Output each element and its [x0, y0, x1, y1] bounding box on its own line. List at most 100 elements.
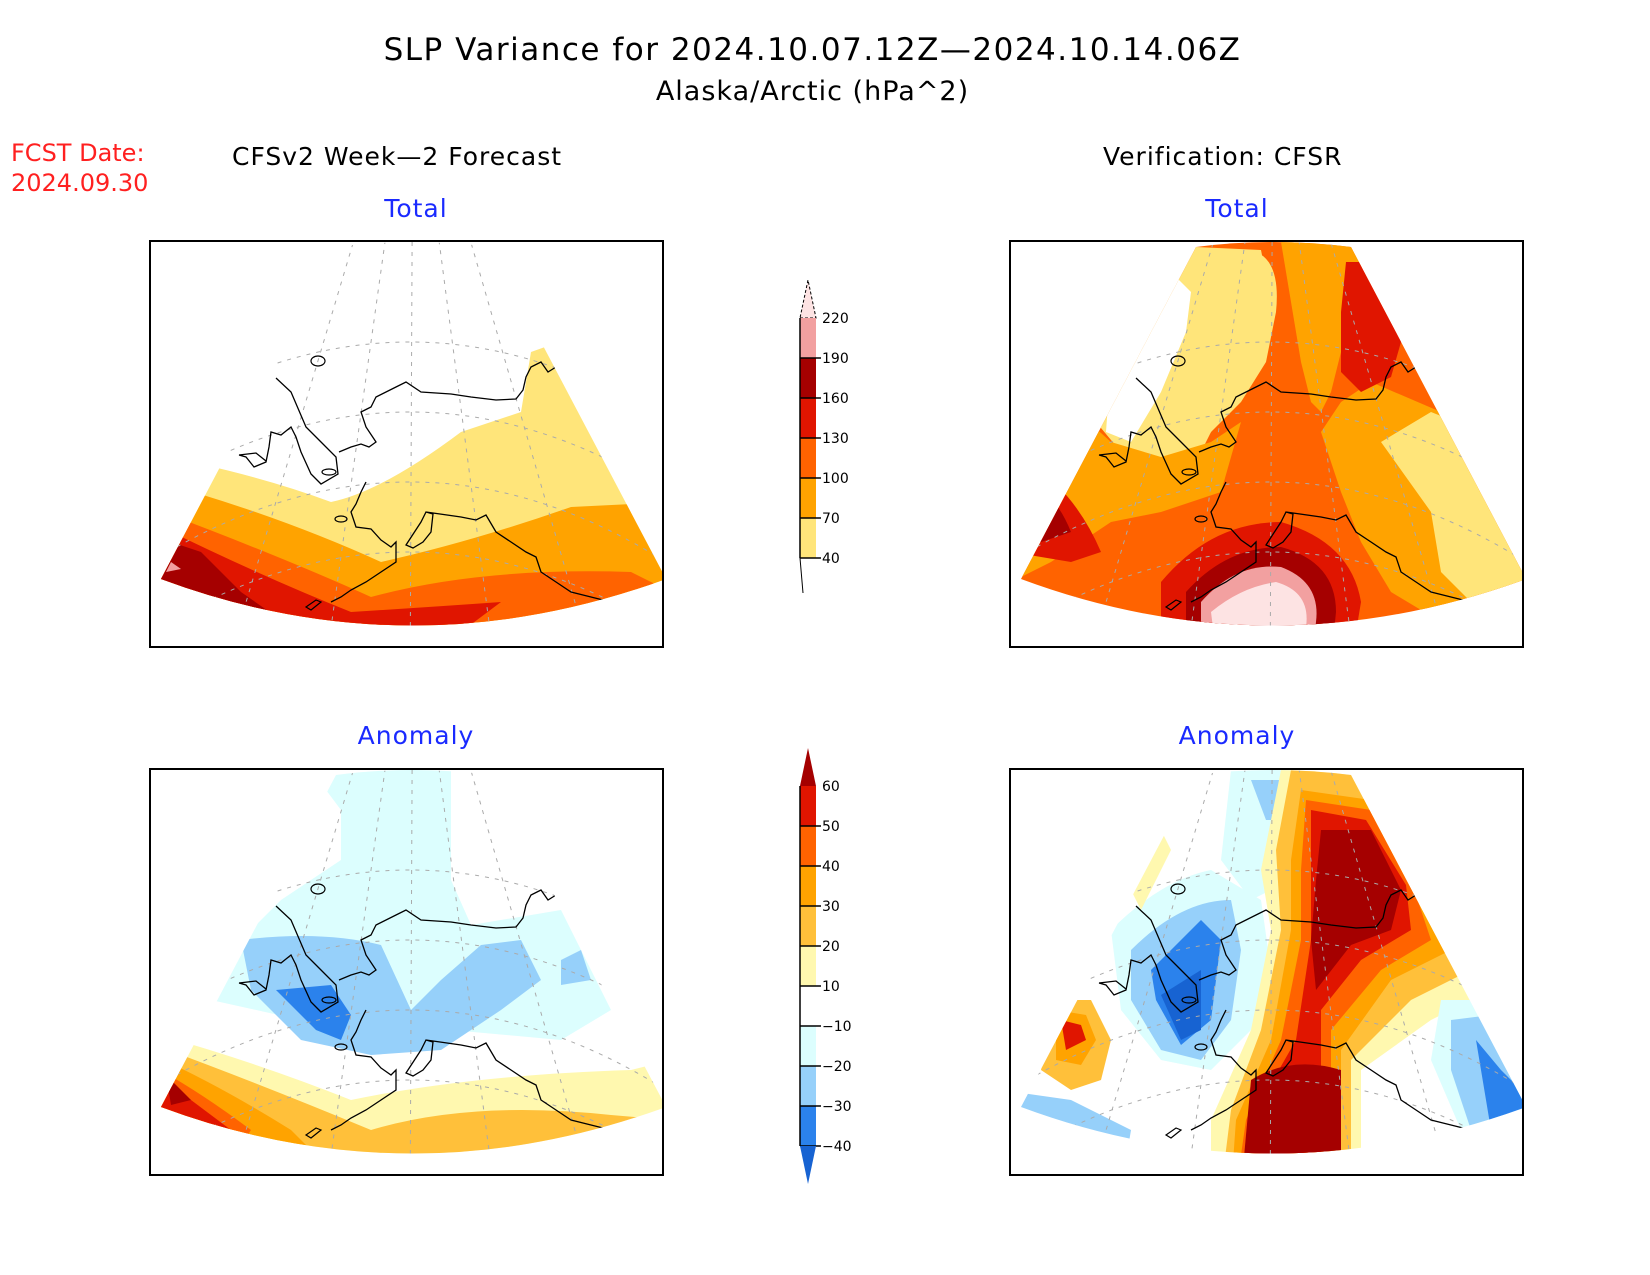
total-colorbar-tick-label: 40 [822, 551, 840, 567]
island-outline [310, 355, 326, 367]
anomaly-colorbar-tick-label: 60 [822, 779, 840, 795]
longitude-gridline [1272, 770, 1453, 1154]
anomaly-colorbar-swatch [800, 906, 816, 946]
contour-20-30 [161, 1040, 662, 1154]
total-colorbar: 40 70 100 130 160 190 220 [799, 280, 849, 594]
anomaly-colorbar-swatch [800, 1066, 816, 1106]
island-outline [1170, 883, 1186, 895]
total-colorbar-swatch [800, 358, 816, 398]
contour-above-60 [1241, 1064, 1341, 1154]
total-colorbar-tick-label: 130 [822, 431, 849, 447]
latitude-gridline [161, 1009, 662, 1091]
coastline [1098, 361, 1512, 608]
forecast-anomaly-map [149, 768, 664, 1176]
latitude-gridline [1021, 1009, 1522, 1091]
figure-subtitle: Alaska/Arctic (hPa^2) [655, 76, 970, 107]
anomaly-colorbar-swatch [800, 826, 816, 866]
anomaly-colorbar-tick-label: −30 [822, 1099, 852, 1115]
latitude-gridline [1021, 551, 1522, 626]
contour-above-220 [1211, 582, 1307, 626]
coastline [238, 889, 652, 1136]
island-outline [1170, 355, 1186, 367]
island-outline [304, 1127, 323, 1139]
total-colorbar-swatch [800, 478, 816, 518]
total-colorbar-swatch [800, 398, 816, 438]
verification-total-title: Total [1205, 194, 1269, 223]
longitude-gridline [325, 770, 414, 1154]
anomaly-colorbar: −40 −30 −20 −10 10 20 30 40 50 60 [799, 748, 852, 1184]
contour-above-60 [1311, 830, 1401, 990]
forecast-total-field [161, 242, 662, 626]
total-colorbar-tick-label: 190 [822, 351, 849, 367]
longitude-gridline [412, 770, 495, 1154]
longitude-gridline [227, 770, 414, 1154]
fcst-date-label: FCST Date: [11, 139, 145, 167]
longitude-gridline [325, 242, 414, 626]
longitude-gridline [1087, 242, 1274, 626]
island-outline [1194, 515, 1208, 523]
anomaly-colorbar-swatch [800, 986, 816, 1026]
forecast-anomaly-title: Anomaly [357, 721, 475, 750]
fcst-date-value: 2024.09.30 [11, 169, 149, 197]
contour-100-130 [161, 504, 662, 626]
island-outline [1164, 599, 1183, 611]
island-outline [304, 599, 323, 611]
anomaly-colorbar-bottom-extend [800, 1146, 816, 1184]
longitude-gridline [1269, 242, 1274, 626]
figure-title: SLP Variance for 2024.10.07.12Z—2024.10.… [383, 32, 1242, 68]
total-colorbar-tick-label: 220 [822, 311, 849, 327]
contour-130-160 [161, 517, 501, 626]
longitude-gridline [1272, 242, 1355, 626]
anomaly-colorbar-swatch [800, 866, 816, 906]
anomaly-colorbar-swatch [800, 946, 816, 986]
anomaly-colorbar-tick-label: 40 [822, 859, 840, 875]
longitude-gridline [1185, 242, 1274, 626]
verification-anomaly-map [1009, 768, 1524, 1176]
island-outline [1181, 996, 1197, 1004]
forecast-total-title: Total [384, 194, 448, 223]
total-colorbar-tick-label: 100 [822, 471, 849, 487]
latitude-gridline [1021, 1079, 1522, 1154]
contour-below-minus40 [1161, 970, 1201, 1040]
anomaly-colorbar-tick-label: 10 [822, 979, 840, 995]
anomaly-colorbar-tick-label: −20 [822, 1059, 852, 1075]
longitude-gridline [1087, 770, 1274, 1154]
island-outline [1194, 1043, 1208, 1051]
contour-190-220 [166, 562, 181, 572]
anomaly-colorbar-top-extend [800, 748, 816, 786]
island-outline [310, 883, 326, 895]
anomaly-colorbar-tick-label: 20 [822, 939, 840, 955]
forecast-column-heading: CFSv2 Week—2 Forecast [232, 142, 563, 171]
latitude-gridline [161, 1079, 662, 1154]
longitude-gridline [409, 242, 414, 626]
anomaly-colorbar-tick-label: 30 [822, 899, 840, 915]
contour-30-40 [161, 1050, 351, 1154]
anomaly-colorbar-tick-label: −10 [822, 1019, 852, 1035]
longitude-gridline [412, 242, 495, 626]
total-colorbar-tick-label: 160 [822, 391, 849, 407]
contour-minus40-minus30 [1476, 1040, 1522, 1130]
latitude-gridline [161, 551, 662, 626]
total-colorbar-swatch [800, 318, 816, 358]
island-outline [1164, 1127, 1183, 1139]
coastline [1098, 889, 1512, 1136]
verification-total-map [1009, 240, 1524, 648]
coastline [238, 361, 652, 608]
latitude-gridline [161, 481, 662, 563]
verification-total-field [1021, 242, 1522, 626]
fcst-date-block: FCST Date: 2024.09.30 [11, 138, 148, 198]
verification-anomaly-title: Anomaly [1178, 721, 1296, 750]
anomaly-colorbar-tick-label: −40 [822, 1139, 852, 1155]
longitude-gridline [1272, 242, 1453, 626]
longitude-gridline [227, 242, 414, 626]
contour-40-70 [1201, 252, 1277, 442]
longitude-gridline [1185, 770, 1274, 1154]
island-outline [321, 468, 337, 476]
verification-column-heading: Verification: CFSR [1103, 142, 1343, 171]
island-outline [334, 1043, 348, 1051]
anomaly-colorbar-tick-label: 50 [822, 819, 840, 835]
island-outline [321, 996, 337, 1004]
total-colorbar-bottom-extend [799, 557, 804, 594]
contour-50-60 [1061, 1020, 1086, 1050]
total-colorbar-top-extend [799, 280, 817, 319]
